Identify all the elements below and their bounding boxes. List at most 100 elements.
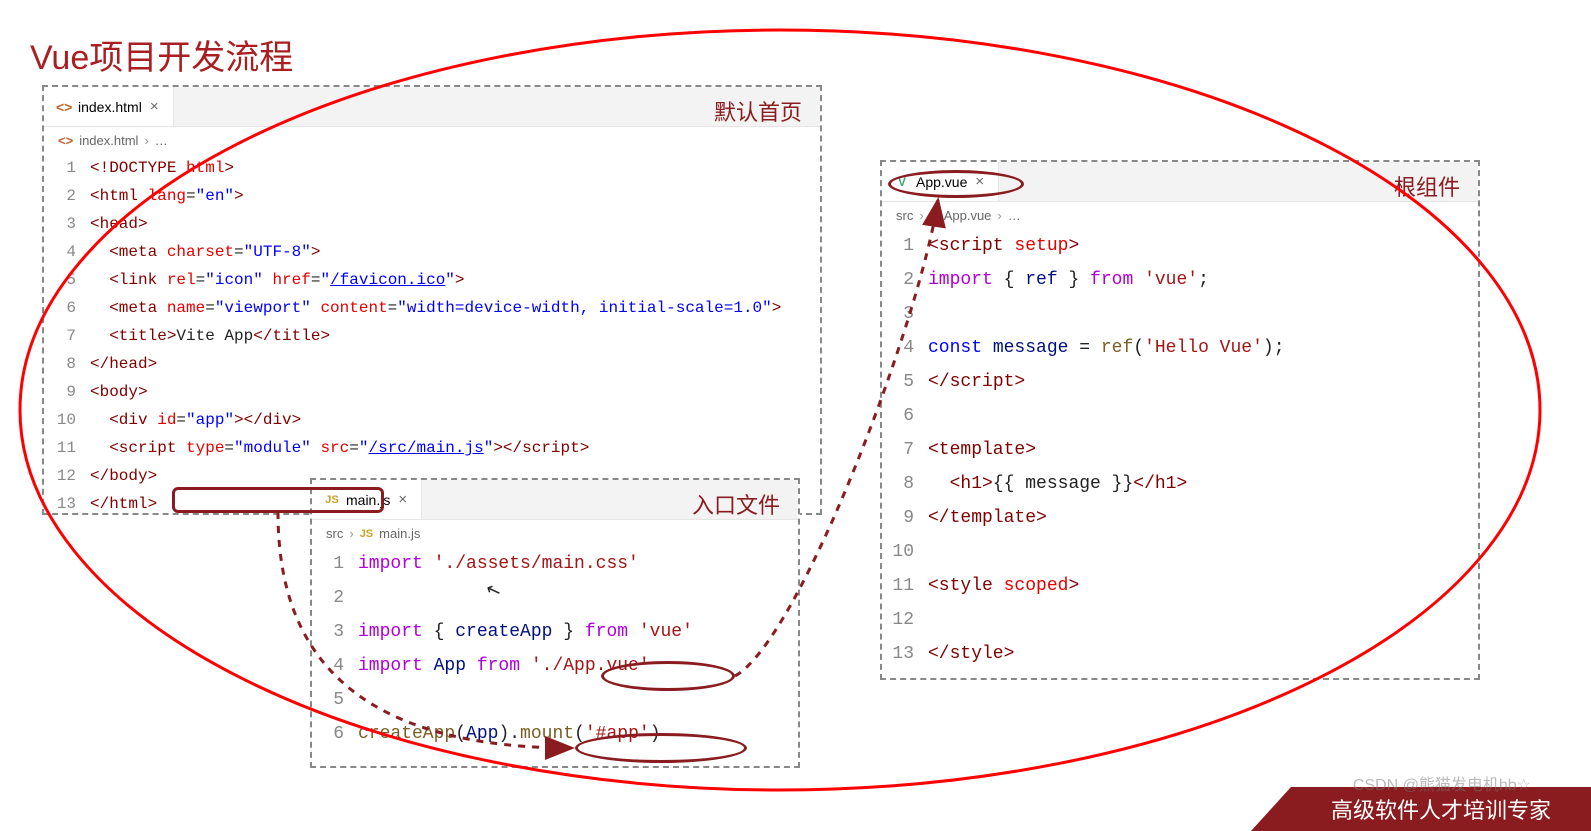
line-number: 12	[882, 603, 928, 637]
code-content: import { createApp } from 'vue'	[358, 615, 693, 649]
code-content: </template>	[928, 501, 1047, 535]
code-line: 11<style scoped>	[882, 569, 1478, 603]
code-content: </style>	[928, 637, 1014, 671]
line-number: 5	[312, 683, 358, 717]
html-file-icon: <>	[56, 99, 72, 115]
tab-label: main.js	[346, 492, 390, 508]
code-line: 1import './assets/main.css'	[312, 547, 798, 581]
code-content: <html lang="en">	[90, 182, 244, 210]
tab-index-html[interactable]: <> index.html ×	[44, 87, 174, 126]
html-file-icon: <>	[58, 133, 73, 148]
line-number: 1	[312, 547, 358, 581]
code-line: 8 <h1>{{ message }}</h1>	[882, 467, 1478, 501]
line-number: 2	[882, 263, 928, 297]
code-line: 11 <script type="module" src="/src/main.…	[44, 434, 820, 462]
breadcrumb-seg: main.js	[379, 526, 420, 541]
code-content: import { ref } from 'vue';	[928, 263, 1209, 297]
line-number: 4	[44, 238, 90, 266]
js-file-icon: JS	[360, 528, 373, 540]
panel-label-main: 入口文件	[692, 488, 780, 520]
close-icon[interactable]: ×	[396, 491, 409, 508]
code-editor-index[interactable]: 1<!DOCTYPE html>2<html lang="en">3<head>…	[44, 154, 820, 518]
code-content: <template>	[928, 433, 1036, 467]
code-line: 2<html lang="en">	[44, 182, 820, 210]
chevron-right-icon: ›	[997, 208, 1001, 223]
line-number: 1	[882, 229, 928, 263]
vue-file-icon: V	[930, 209, 938, 223]
line-number: 11	[44, 434, 90, 462]
panel-main-js: 入口文件 JS main.js × src › JS main.js 1impo…	[310, 478, 800, 768]
code-content: <body>	[90, 378, 148, 406]
code-line: 4import App from './App.vue'	[312, 649, 798, 683]
code-content: <!DOCTYPE html>	[90, 154, 234, 182]
line-number: 3	[882, 297, 928, 331]
code-content	[928, 603, 939, 637]
code-line: 3	[882, 297, 1478, 331]
tab-main-js[interactable]: JS main.js ×	[312, 480, 422, 519]
code-line: 4const message = ref('Hello Vue');	[882, 331, 1478, 365]
line-number: 7	[44, 322, 90, 350]
code-content: <link rel="icon" href="/favicon.ico">	[90, 266, 465, 294]
code-content: createApp(App).mount('#app')	[358, 717, 661, 751]
code-line: 13</style>	[882, 637, 1478, 671]
breadcrumb-main[interactable]: src › JS main.js	[312, 520, 798, 547]
code-content: <title>Vite App</title>	[90, 322, 330, 350]
code-content	[928, 297, 939, 331]
code-line: 10 <div id="app"></div>	[44, 406, 820, 434]
breadcrumb-index[interactable]: <> index.html › …	[44, 127, 820, 154]
tabbar-index: <> index.html ×	[44, 87, 820, 127]
code-content: <script type="module" src="/src/main.js"…	[90, 434, 589, 462]
code-content: import App from './App.vue'	[358, 649, 650, 683]
code-line: 10	[882, 535, 1478, 569]
line-number: 5	[44, 266, 90, 294]
code-line: 5 <link rel="icon" href="/favicon.ico">	[44, 266, 820, 294]
line-number: 4	[312, 649, 358, 683]
panel-index-html: 默认首页 <> index.html × <> index.html › … 1…	[42, 85, 822, 515]
line-number: 6	[312, 717, 358, 751]
code-content: <div id="app"></div>	[90, 406, 301, 434]
code-line: 1<script setup>	[882, 229, 1478, 263]
panel-app-vue: 根组件 V App.vue × src › V App.vue › … 1<sc…	[880, 160, 1480, 680]
line-number: 4	[882, 331, 928, 365]
line-number: 13	[44, 490, 90, 518]
code-content	[358, 683, 369, 717]
code-editor-main[interactable]: 1import './assets/main.css'2 3import { c…	[312, 547, 798, 751]
line-number: 9	[44, 378, 90, 406]
code-line: 6 <meta name="viewport" content="width=d…	[44, 294, 820, 322]
line-number: 10	[44, 406, 90, 434]
tabbar-app: V App.vue ×	[882, 162, 1478, 202]
code-line: 1<!DOCTYPE html>	[44, 154, 820, 182]
code-content: import './assets/main.css'	[358, 547, 639, 581]
page-title: Vue项目开发流程	[30, 30, 293, 79]
close-icon[interactable]: ×	[973, 173, 986, 190]
line-number: 7	[882, 433, 928, 467]
code-content: <script setup>	[928, 229, 1079, 263]
breadcrumb-seg: App.vue	[944, 208, 992, 223]
code-editor-app[interactable]: 1<script setup>2import { ref } from 'vue…	[882, 229, 1478, 671]
line-number: 5	[882, 365, 928, 399]
line-number: 3	[44, 210, 90, 238]
code-line: 3import { createApp } from 'vue'	[312, 615, 798, 649]
close-icon[interactable]: ×	[148, 98, 161, 115]
panel-label-index: 默认首页	[714, 95, 802, 127]
breadcrumb-more: …	[1008, 208, 1021, 223]
breadcrumb-seg: src	[326, 526, 343, 541]
code-content	[928, 535, 939, 569]
code-line: 9<body>	[44, 378, 820, 406]
code-line: 2import { ref } from 'vue';	[882, 263, 1478, 297]
code-line: 4 <meta charset="UTF-8">	[44, 238, 820, 266]
line-number: 2	[312, 581, 358, 615]
line-number: 1	[44, 154, 90, 182]
tab-app-vue[interactable]: V App.vue ×	[882, 162, 999, 201]
code-line: 5</script>	[882, 365, 1478, 399]
code-content: </html>	[90, 490, 157, 518]
code-content	[358, 581, 369, 615]
breadcrumb-more: …	[155, 133, 168, 148]
breadcrumb-app[interactable]: src › V App.vue › …	[882, 202, 1478, 229]
code-content: <meta name="viewport" content="width=dev…	[90, 294, 781, 322]
line-number: 3	[312, 615, 358, 649]
line-number: 10	[882, 535, 928, 569]
code-line: 9</template>	[882, 501, 1478, 535]
code-content: <meta charset="UTF-8">	[90, 238, 320, 266]
tab-label: index.html	[78, 99, 142, 115]
